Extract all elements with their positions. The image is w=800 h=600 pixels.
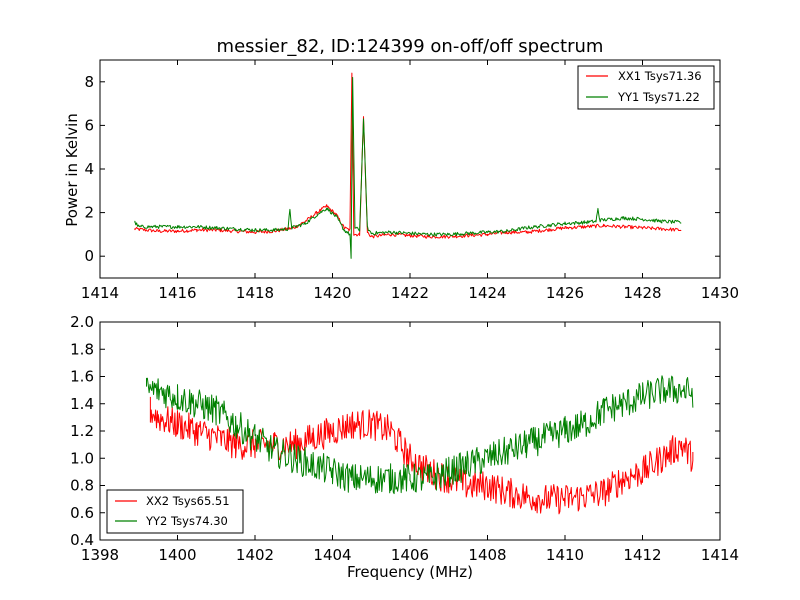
- y-tick-label: 8: [84, 73, 94, 91]
- chart-title: messier_82, ID:124399 on-off/off spectru…: [217, 36, 604, 57]
- legend-label-yy2: YY2 Tsys74.30: [145, 514, 228, 528]
- bottom-series-layer: [146, 375, 694, 515]
- top-ticks-layer: 1414 1416 1418 1420 1422 1424 1426 1428 1430 0 2 4 6…: [81, 60, 739, 302]
- series-line-yy2: [146, 375, 694, 495]
- y-tick-label: 4: [84, 160, 94, 178]
- x-axis-label: Frequency (MHz): [347, 563, 473, 581]
- legend-box: [577, 65, 715, 110]
- x-tick-label: 1426: [546, 284, 584, 302]
- y-tick-label: 1.6: [70, 368, 94, 386]
- x-tick-label: 1420: [313, 284, 351, 302]
- y-tick-label: 1.0: [70, 449, 94, 467]
- x-tick-label: 1430: [701, 284, 739, 302]
- y-tick-label: 1.8: [70, 340, 94, 358]
- y-tick-label: 6: [84, 116, 94, 134]
- series-line-yy1: [134, 76, 682, 259]
- x-tick-label: 1414: [701, 546, 739, 564]
- legend-box: [106, 489, 244, 534]
- y-tick-label: 2: [84, 204, 94, 222]
- x-tick-label: 1424: [468, 284, 506, 302]
- x-tick-label: 1404: [313, 546, 351, 564]
- x-tick-label: 1412: [623, 546, 661, 564]
- top-legend: XX1 Tsys71.36 YY1 Tsys71.22: [577, 65, 715, 110]
- legend-label-xx1: XX1 Tsys71.36: [618, 69, 702, 83]
- bottom-axes: Frequency (MHz) 1398 1400 1402 1404 1406 1408…: [70, 313, 739, 581]
- x-tick-label: 1418: [236, 284, 274, 302]
- y-tick-label: 0: [84, 247, 94, 265]
- x-tick-label: 1410: [546, 546, 584, 564]
- top-series-layer: [134, 72, 682, 259]
- y-tick-label: 2.0: [70, 313, 94, 331]
- y-tick-label: 1.2: [70, 422, 94, 440]
- legend-label-xx2: XX2 Tsys65.51: [146, 494, 230, 508]
- x-tick-label: 1422: [391, 284, 429, 302]
- y-tick-label: 0.4: [70, 531, 94, 549]
- x-tick-label: 1406: [391, 546, 429, 564]
- top-axes: messier_82, ID:124399 on-off/off spectru…: [63, 36, 739, 302]
- x-tick-label: 1414: [81, 284, 119, 302]
- y-tick-label: 1.4: [70, 395, 94, 413]
- bottom-legend: XX2 Tsys65.51 YY2 Tsys74.30: [106, 489, 244, 534]
- series-line-xx1: [134, 72, 682, 239]
- series-line-xx2: [149, 396, 694, 515]
- x-tick-label: 1402: [236, 546, 274, 564]
- bottom-ticks-layer: 1398 1400 1402 1404 1406 1408 1410 1412 1414 0.4 0…: [70, 313, 739, 564]
- y-tick-label: 0.8: [70, 477, 94, 495]
- x-tick-label: 1398: [81, 546, 119, 564]
- y-tick-label: 0.6: [70, 504, 94, 522]
- x-tick-label: 1416: [158, 284, 196, 302]
- y-axis-label: Power in Kelvin: [63, 113, 81, 227]
- x-tick-label: 1428: [623, 284, 661, 302]
- legend-label-yy1: YY1 Tsys71.22: [617, 90, 700, 104]
- x-tick-label: 1400: [158, 546, 196, 564]
- x-tick-label: 1408: [468, 546, 506, 564]
